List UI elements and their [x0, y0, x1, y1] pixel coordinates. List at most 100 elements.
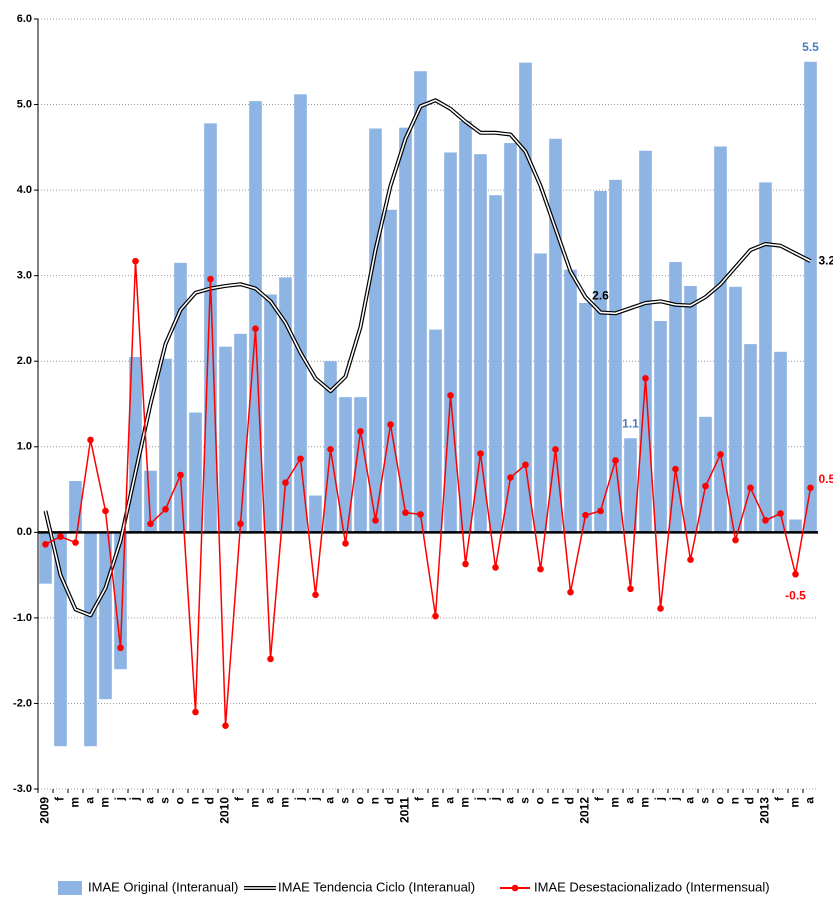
- x-tick-label: m: [788, 797, 802, 808]
- point: [567, 588, 574, 596]
- x-tick-label: o: [353, 797, 367, 804]
- point: [117, 644, 124, 652]
- bar: [744, 344, 757, 533]
- point: [132, 257, 139, 265]
- x-tick-label: n: [188, 797, 202, 804]
- y-tick-label: 0.0: [17, 526, 32, 538]
- bar: [189, 412, 202, 533]
- point: [432, 612, 439, 620]
- bar: [384, 209, 397, 533]
- data-label: 2.6: [592, 289, 609, 303]
- x-tick-label: f: [233, 796, 247, 801]
- point: [282, 479, 289, 487]
- x-tick-label: n: [368, 797, 382, 804]
- data-label: 0.5: [819, 472, 833, 486]
- point: [762, 517, 769, 524]
- point: [582, 511, 589, 519]
- bar: [69, 481, 82, 533]
- bar: [534, 253, 547, 533]
- x-tick-label: d: [743, 797, 757, 804]
- x-tick-label: d: [383, 797, 397, 804]
- legend-label: IMAE Tendencia Ciclo (Interanual): [278, 879, 475, 894]
- bar: [624, 438, 637, 533]
- point: [57, 533, 64, 540]
- bar: [39, 532, 52, 584]
- x-tick-label: j: [308, 797, 322, 801]
- point: [312, 591, 319, 599]
- point: [147, 520, 154, 528]
- point: [162, 505, 169, 513]
- bar: [204, 123, 217, 533]
- legend-swatch: [58, 881, 82, 895]
- point: [552, 446, 559, 453]
- x-tick-label: o: [713, 797, 727, 804]
- x-tick-label: f: [773, 796, 787, 801]
- point: [372, 517, 379, 524]
- x-tick-label: 2013: [758, 797, 772, 824]
- point: [102, 507, 109, 515]
- point: [672, 465, 679, 473]
- series-line: [45, 261, 812, 726]
- bar: [474, 154, 487, 533]
- x-tick-label: 2012: [578, 797, 592, 824]
- x-tick-label: m: [638, 797, 652, 808]
- bar: [444, 152, 457, 533]
- x-tick-label: f: [413, 796, 427, 801]
- point: [297, 455, 304, 463]
- bar: [399, 127, 412, 533]
- point: [717, 451, 724, 458]
- legend-label: IMAE Desestacionalizado (Intermensual): [534, 879, 770, 894]
- point: [402, 509, 409, 516]
- y-tick-label: -3.0: [13, 783, 32, 795]
- bar: [489, 195, 502, 533]
- bar: [459, 120, 472, 533]
- x-tick-label: m: [278, 797, 292, 808]
- point: [387, 421, 394, 428]
- bar: [684, 285, 697, 533]
- x-tick-label: m: [98, 797, 112, 808]
- x-tick-label: f: [593, 796, 607, 801]
- data-label: 1.1: [622, 416, 639, 430]
- x-tick-label: s: [518, 797, 532, 804]
- data-label: -0.5: [785, 588, 806, 602]
- point: [222, 722, 229, 729]
- x-tick-label: d: [203, 797, 217, 804]
- bar: [729, 286, 742, 533]
- y-tick-label: 1.0: [17, 441, 32, 453]
- point: [597, 507, 604, 515]
- point: [237, 520, 244, 528]
- x-tick-label: m: [428, 797, 442, 808]
- x-tick-label: j: [653, 797, 667, 801]
- point: [447, 392, 454, 399]
- x-tick-label: a: [803, 797, 817, 804]
- point: [792, 570, 799, 578]
- point: [192, 708, 199, 716]
- x-tick-label: f: [53, 796, 67, 801]
- point: [612, 457, 619, 464]
- bar: [144, 470, 157, 533]
- x-tick-label: n: [728, 797, 742, 804]
- point: [777, 510, 784, 517]
- x-tick-label: m: [458, 797, 472, 808]
- point: [477, 450, 484, 457]
- point: [807, 484, 814, 492]
- bar: [639, 150, 652, 533]
- x-tick-label: m: [248, 797, 262, 808]
- point: [417, 511, 424, 518]
- bar: [249, 101, 262, 533]
- point: [732, 536, 739, 544]
- point: [177, 471, 184, 479]
- point: [252, 325, 259, 333]
- x-tick-label: d: [563, 797, 577, 804]
- x-tick-label: a: [263, 797, 277, 804]
- x-tick-label: a: [683, 797, 697, 804]
- bar: [714, 146, 727, 533]
- bar: [414, 71, 427, 533]
- x-tick-label: a: [623, 797, 637, 804]
- point: [267, 655, 274, 663]
- y-tick-label: -1.0: [13, 612, 32, 624]
- data-label: 3.2: [819, 253, 833, 267]
- bar: [609, 179, 622, 533]
- x-tick-label: 2009: [38, 797, 52, 824]
